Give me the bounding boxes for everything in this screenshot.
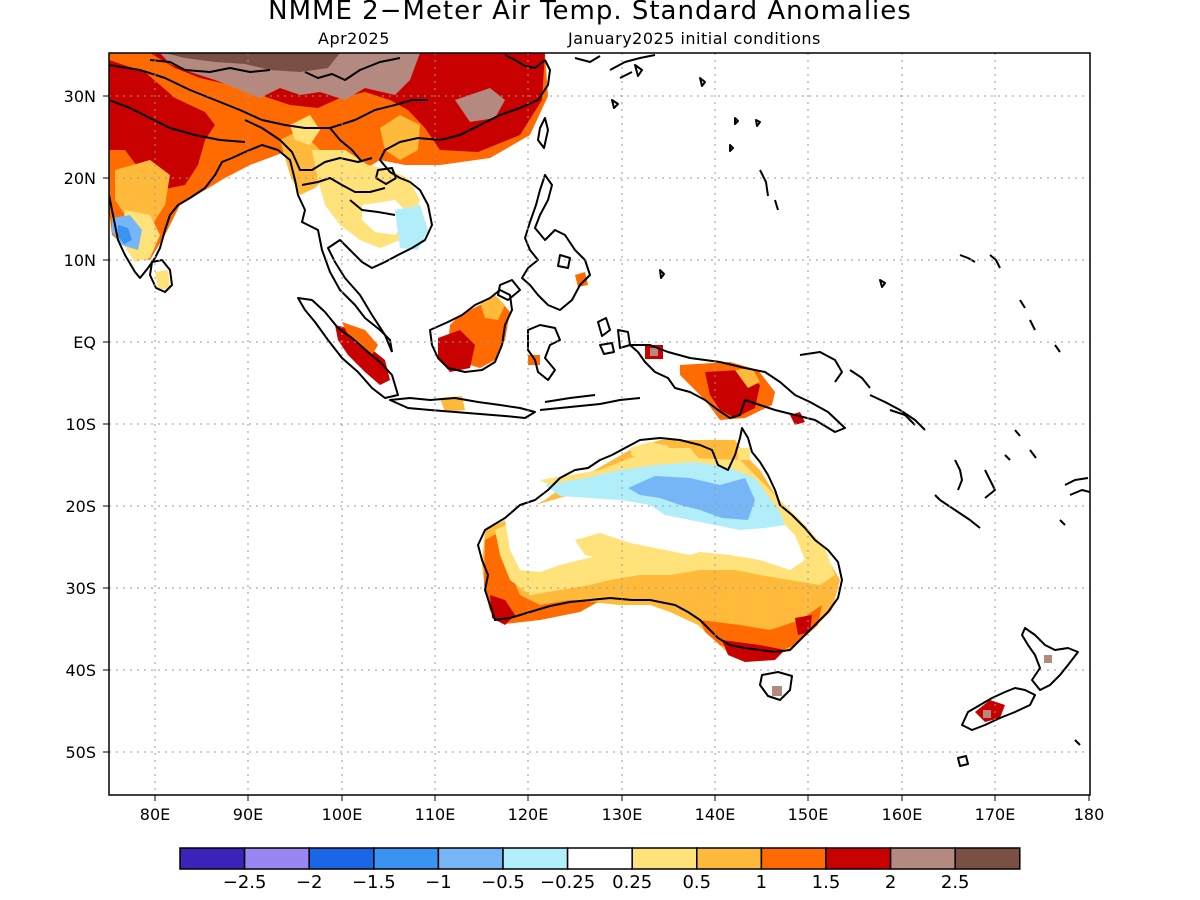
coastlines (109, 54, 1090, 767)
colorbar-swatch (566, 847, 633, 870)
longitude-labels: 80E 90E 100E 110E 120E 130E 140E 150E 16… (140, 805, 1105, 824)
lat-label: 40S (65, 661, 96, 680)
lat-label: 20N (64, 169, 96, 188)
initial-conditions: January2025 initial conditions (568, 29, 821, 48)
colorbar-label: 1.5 (812, 872, 841, 893)
maritime-anomaly-shading (335, 272, 588, 412)
colorbar-swatch (954, 847, 1021, 870)
colorbar-swatch (179, 847, 246, 870)
lat-label: 20S (65, 497, 96, 516)
lon-label: 160E (882, 805, 923, 824)
lon-label: 120E (508, 805, 549, 824)
latitude-labels: 30N 20N 10N EQ 10S 20S 30S 40S 50S (64, 87, 96, 762)
asia-anomaly-shading (109, 53, 548, 290)
colorbar-swatch (243, 847, 310, 870)
colorbar-label: 0.25 (612, 872, 652, 893)
lon-label: 110E (415, 805, 456, 824)
forecast-month: Apr2025 (318, 29, 390, 48)
lon-label: 140E (695, 805, 736, 824)
lon-label: 150E (788, 805, 829, 824)
colorbar-label: −1.5 (352, 872, 396, 893)
colorbar-swatch (308, 847, 375, 870)
colorbar-label: 2.5 (941, 872, 970, 893)
lat-lon-grid (109, 53, 1090, 795)
lon-label: 180 (1074, 805, 1105, 824)
colorbar-label: −2.5 (223, 872, 267, 893)
colorbar-legend: −2.5 −2 −1.5 −1 −0.5 −0.25 0.25 0.5 1 1.5 2 2.5 (179, 847, 1021, 893)
colorbar-swatch (631, 847, 698, 870)
colorbar-swatch (696, 847, 763, 870)
colorbar-swatch (889, 847, 956, 870)
australia-anomaly-shading (482, 440, 840, 696)
colorbar-label: −0.25 (540, 872, 595, 893)
lat-label: EQ (73, 333, 96, 352)
axis-ticks (103, 95, 1090, 801)
colorbar-label: 0.5 (682, 872, 711, 893)
colorbar-label: −2 (296, 872, 323, 893)
colorbar-swatch (437, 847, 504, 870)
colorbar-swatch (502, 847, 569, 870)
new-zealand-anomaly-shading (975, 655, 1052, 722)
lat-label: 50S (65, 743, 96, 762)
colorbar-swatch (760, 847, 827, 870)
lat-label: 10N (64, 251, 96, 270)
lat-label: 10S (65, 415, 96, 434)
map-plot-area (109, 53, 1090, 795)
lon-label: 130E (602, 805, 643, 824)
new-guinea-anomaly-shading (645, 345, 805, 425)
colorbar-swatch (373, 847, 440, 870)
lon-label: 170E (975, 805, 1016, 824)
lat-label: 30N (64, 87, 96, 106)
colorbar-label: 2 (885, 872, 896, 893)
lat-label: 30S (65, 579, 96, 598)
lon-label: 100E (322, 805, 363, 824)
map-title: NMME 2−Meter Air Temp. Standard Anomalie… (268, 0, 912, 26)
colorbar-label: 1 (756, 872, 767, 893)
lon-label: 80E (140, 805, 170, 824)
colorbar-label: −0.5 (481, 872, 525, 893)
colorbar-swatch (825, 847, 892, 870)
lon-label: 90E (233, 805, 263, 824)
colorbar-label: −1 (425, 872, 452, 893)
